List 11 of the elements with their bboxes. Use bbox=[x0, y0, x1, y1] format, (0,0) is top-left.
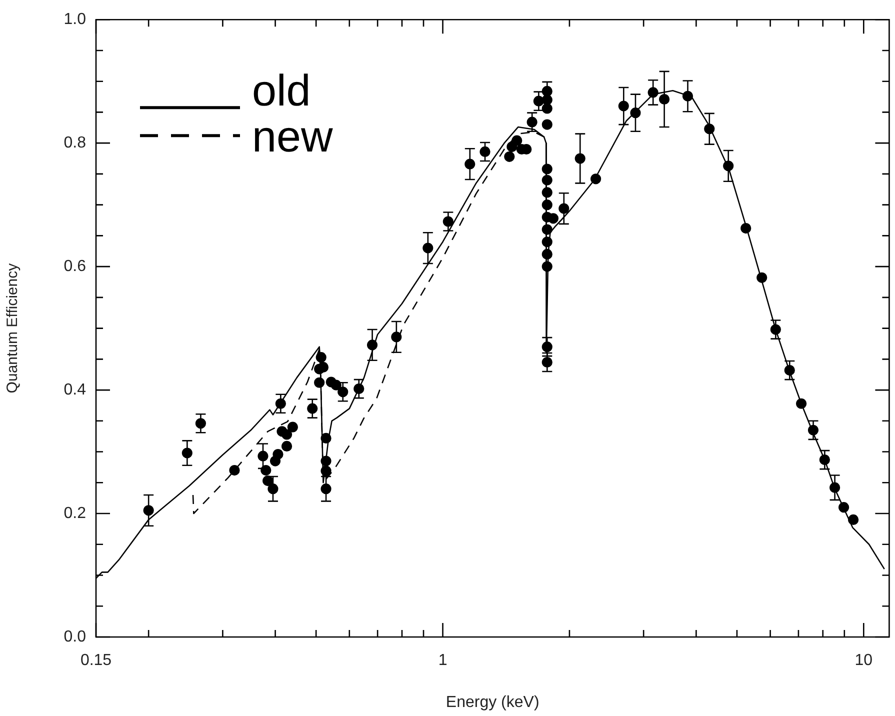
y-tick-label: 0.8 bbox=[64, 134, 86, 152]
y-axis-title: Quantum Efficiency bbox=[4, 262, 22, 394]
y-tick-label: 1.0 bbox=[64, 11, 86, 28]
x-axis-title: Energy (keV) bbox=[446, 694, 540, 711]
y-tick-label: 0.4 bbox=[64, 381, 86, 398]
x-tick-label: 0.15 bbox=[80, 652, 112, 670]
y-tick-label: 0.0 bbox=[64, 628, 86, 646]
y-tick-label: 0.6 bbox=[64, 258, 86, 275]
x-tick-label: 10 bbox=[854, 652, 873, 670]
y-tick-label: 0.2 bbox=[64, 504, 86, 522]
x-tick-label: 1 bbox=[438, 652, 448, 670]
